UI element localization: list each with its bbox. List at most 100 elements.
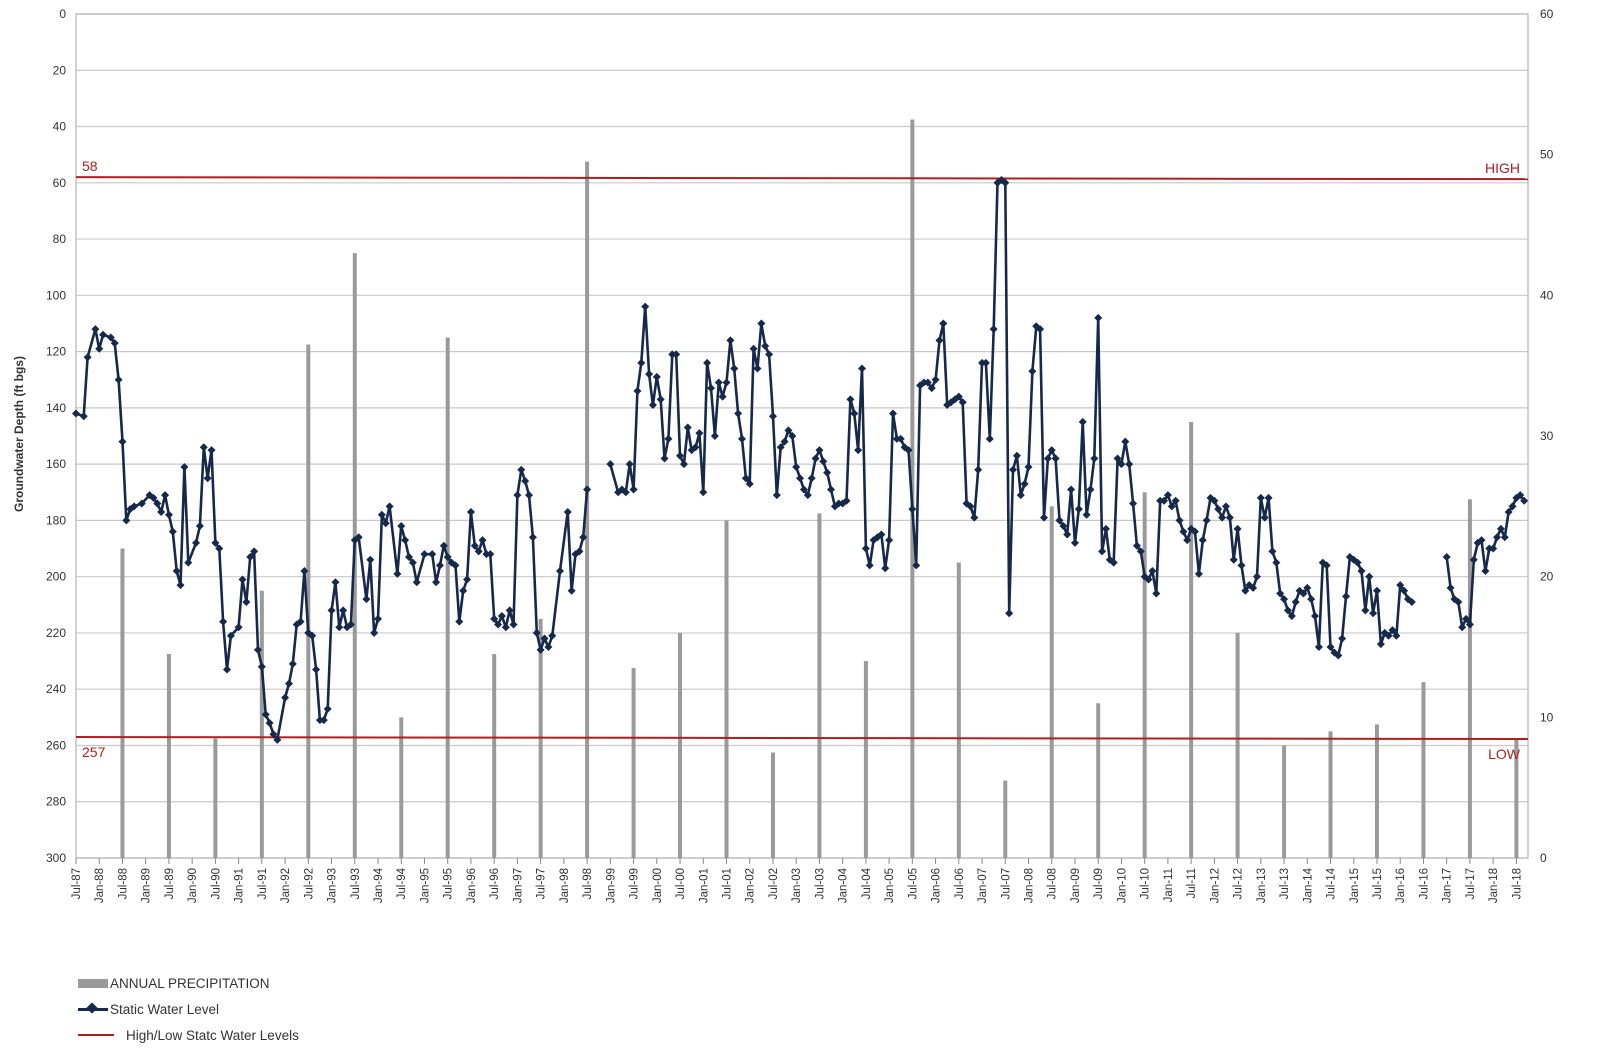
reference-line-high <box>75 176 1529 181</box>
reference-label-high: HIGH <box>1485 160 1520 176</box>
static-water-level-point <box>885 536 894 545</box>
static-water-level-point <box>1221 502 1230 511</box>
static-water-level-point <box>319 716 328 725</box>
static-water-level-point <box>1229 555 1238 564</box>
x-tick-label: Jan-12 <box>1209 868 1221 903</box>
precip-bar <box>1421 682 1426 858</box>
y-left-tick-label: 260 <box>46 738 66 752</box>
static-water-level-point <box>1260 513 1269 522</box>
static-water-level-point <box>1129 499 1138 508</box>
static-water-level-point <box>1191 527 1200 536</box>
static-water-level-point <box>1090 454 1099 463</box>
static-water-level-point <box>888 409 897 418</box>
reference-value-low: 257 <box>82 744 106 760</box>
static-water-level-point <box>1249 583 1258 592</box>
legend-item-precipitation: ANNUAL PRECIPITATION <box>78 970 299 996</box>
static-water-level-point <box>1210 496 1219 505</box>
static-water-level-point <box>528 533 537 542</box>
static-water-level-line <box>609 178 1413 657</box>
x-tick-label: Jan-14 <box>1302 867 1314 903</box>
precip-bar <box>399 717 404 858</box>
static-water-level-point <box>1198 536 1207 545</box>
y-right-tick-label: 50 <box>1540 148 1554 162</box>
static-water-level-point <box>1342 592 1351 601</box>
static-water-level-point <box>397 522 406 531</box>
static-water-level-point <box>819 457 828 466</box>
static-water-level-point <box>1299 589 1308 598</box>
precip-bar <box>492 654 497 858</box>
static-water-level-point <box>377 510 386 519</box>
x-tick-label: Jul-07 <box>1000 868 1012 899</box>
precip-bar <box>259 590 264 858</box>
static-water-level-point <box>1516 491 1525 500</box>
static-water-level-point <box>474 547 483 556</box>
y-axis-label: Groundwater Depth (ft bgs) <box>12 356 26 512</box>
static-water-level-point <box>1272 558 1281 567</box>
grid <box>75 13 1529 859</box>
static-water-level-point <box>207 446 216 455</box>
y-left-tick-label: 300 <box>46 851 66 865</box>
static-water-level-point <box>470 541 479 550</box>
static-water-level-point <box>939 319 948 328</box>
static-water-level-point <box>1194 569 1203 578</box>
static-water-level-point <box>323 704 332 713</box>
static-water-level-point <box>114 375 123 384</box>
precip-bar <box>306 344 311 859</box>
static-water-level-point <box>1117 460 1126 469</box>
static-water-level-point <box>494 620 503 629</box>
reference-line-low <box>75 736 1529 741</box>
x-tick-label: Jul-09 <box>1093 868 1105 899</box>
static-water-level-point <box>312 665 321 674</box>
y-left-tick-label: 220 <box>46 626 66 640</box>
static-water-level-point <box>273 735 282 744</box>
static-water-level-point <box>548 631 557 640</box>
static-water-level-point <box>517 465 526 474</box>
x-tick-label: Jan-96 <box>466 868 478 903</box>
y-right-tick-label: 0 <box>1540 851 1547 865</box>
static-water-level-point <box>478 536 487 545</box>
static-water-level-point <box>443 552 452 561</box>
x-tick-label: Jul-98 <box>582 868 594 899</box>
static-water-level-point <box>803 491 812 500</box>
static-water-level-point <box>927 384 936 393</box>
static-water-level-point <box>811 454 820 463</box>
x-tick-label: Jan-88 <box>94 868 106 903</box>
static-water-level-point <box>501 623 510 632</box>
static-water-level-point <box>1016 491 1025 500</box>
x-tick-label: Jan-16 <box>1395 868 1407 903</box>
x-tick-label: Jan-00 <box>652 868 664 903</box>
precip-bar <box>1003 780 1008 858</box>
x-tick-label: Jan-02 <box>745 868 757 903</box>
static-water-level-point <box>792 462 801 471</box>
x-tick-label: Jan-07 <box>977 868 989 903</box>
y-right-tick-label: 30 <box>1540 429 1554 443</box>
static-water-level-point <box>1136 547 1145 556</box>
x-tick-label: Jan-13 <box>1256 868 1268 903</box>
static-water-level-point <box>1055 516 1064 525</box>
static-water-level-point <box>625 460 634 469</box>
static-water-level-point <box>1504 507 1513 516</box>
legend-swatch-high-low <box>78 1034 114 1036</box>
static-water-level-point <box>505 606 514 615</box>
static-water-level-point <box>157 507 166 516</box>
legend-item-high-low: High/Low Statc Water Levels <box>78 1022 299 1048</box>
y-left-tick-label: 120 <box>46 345 66 359</box>
static-water-level-series <box>72 175 1529 744</box>
static-water-level-point <box>265 718 274 727</box>
static-water-level-point <box>1307 595 1316 604</box>
static-water-level-point <box>1012 451 1021 460</box>
precip-bar <box>1096 703 1101 858</box>
static-water-level-point <box>664 434 673 443</box>
static-water-level-point <box>1322 561 1331 570</box>
static-water-level-point <box>257 662 266 671</box>
static-water-level-point <box>1396 581 1405 590</box>
static-water-level-point <box>637 358 646 367</box>
static-water-level-point <box>672 350 681 359</box>
static-water-level-point <box>753 364 762 373</box>
static-water-level-point <box>881 564 890 573</box>
x-tick-label: Jul-92 <box>303 868 315 899</box>
static-water-level-point <box>374 614 383 623</box>
static-water-level-point <box>176 581 185 590</box>
static-water-level-point <box>284 679 293 688</box>
static-water-level-point <box>1454 597 1463 606</box>
